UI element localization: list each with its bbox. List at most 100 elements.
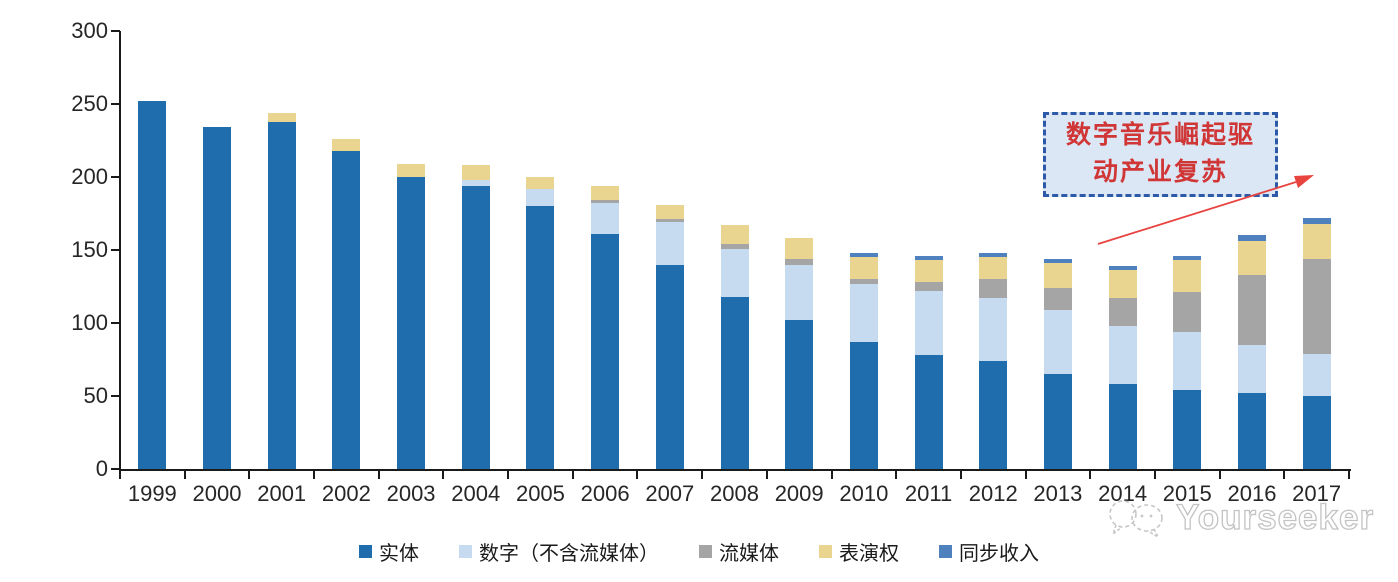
bar-segment xyxy=(785,258,814,265)
bar-segment xyxy=(655,222,684,265)
bar-segment xyxy=(979,279,1008,299)
x-axis-label: 2012 xyxy=(968,481,1018,506)
bar-segment xyxy=(720,296,749,469)
x-axis-label: 2017 xyxy=(1292,481,1342,506)
x-axis-tick xyxy=(1024,471,1027,479)
bar-segment xyxy=(1237,241,1266,275)
x-axis-label: 2007 xyxy=(645,481,695,506)
bar-segment xyxy=(914,290,943,356)
x-axis-tick xyxy=(959,471,962,479)
x-axis-tick xyxy=(1089,471,1092,479)
legend-swatch-icon xyxy=(459,545,472,558)
bar-segment xyxy=(526,188,555,207)
bar-segment xyxy=(785,238,814,259)
y-axis-tick-label: 200 xyxy=(71,164,108,189)
y-axis-tick xyxy=(111,176,120,178)
x-axis-tick xyxy=(1348,471,1350,479)
bar-segment xyxy=(849,283,878,342)
bar-segment xyxy=(397,177,426,469)
bar-segment xyxy=(849,279,878,284)
legend-label: 数字（不含流媒体） xyxy=(479,543,659,565)
bar-segment xyxy=(526,206,555,469)
x-axis-label: 2011 xyxy=(904,481,953,506)
bar-segment xyxy=(1302,396,1331,469)
bar-segment xyxy=(1173,255,1202,261)
x-axis-label: 2000 xyxy=(192,481,242,506)
x-axis-tick xyxy=(377,471,380,479)
y-axis-tick xyxy=(111,103,120,105)
x-axis-tick xyxy=(636,471,639,479)
legend-item-0: 实体 xyxy=(359,537,419,566)
bar-segment xyxy=(655,204,684,220)
x-axis-label: 2008 xyxy=(710,481,759,506)
legend-label: 实体 xyxy=(379,543,419,565)
legend-item-3: 表演权 xyxy=(819,537,899,566)
legend: 实体 数字（不含流媒体） 流媒体 表演权 同步收入 xyxy=(0,537,1398,566)
bar-segment xyxy=(979,252,1008,258)
bar-segment xyxy=(1237,344,1266,394)
x-axis-label: 2009 xyxy=(774,481,824,506)
bar-segment xyxy=(720,244,749,249)
x-axis-tick xyxy=(895,471,898,479)
x-axis-tick xyxy=(248,471,251,479)
x-axis-tick xyxy=(1283,471,1286,479)
bar-segment xyxy=(461,165,490,180)
y-axis-tick-label: 50 xyxy=(83,383,108,408)
bar-segment xyxy=(1108,384,1137,469)
y-axis-tick-label: 300 xyxy=(71,18,108,43)
legend-label: 表演权 xyxy=(839,543,899,565)
legend-label: 同步收入 xyxy=(959,543,1039,565)
bar-segment xyxy=(1302,223,1331,259)
bar-segment xyxy=(1302,353,1331,396)
x-axis-tick xyxy=(507,471,510,479)
x-axis-label: 2002 xyxy=(321,481,371,506)
x-axis-tick xyxy=(442,471,445,479)
bar-segment xyxy=(591,203,620,234)
legend-swatch-icon xyxy=(939,545,952,558)
bar-segment xyxy=(461,185,490,469)
bar-segment xyxy=(461,179,490,186)
y-axis-tick-label: 100 xyxy=(71,310,108,335)
x-axis-label: 2006 xyxy=(580,481,630,506)
bar-segment xyxy=(655,219,684,223)
y-axis-tick-label: 150 xyxy=(71,237,108,262)
bar-segment xyxy=(979,360,1008,469)
bar-segment xyxy=(203,127,232,469)
watermark-text: Yourseeker xyxy=(1175,497,1375,537)
bar-segment xyxy=(1108,270,1137,299)
x-axis-label: 2001 xyxy=(257,481,307,506)
bar-segment xyxy=(785,320,814,469)
legend-item-1: 数字（不含流媒体） xyxy=(459,537,659,566)
bar-segment xyxy=(720,248,749,297)
bar-segment xyxy=(849,341,878,469)
bar-segment xyxy=(1173,260,1202,293)
y-axis-tick-label: 250 xyxy=(71,91,108,116)
x-axis-label: 2010 xyxy=(839,481,889,506)
annotation-text-line1: 数字音乐崛起驱 xyxy=(1065,122,1255,150)
y-axis-tick xyxy=(111,30,120,32)
x-axis-label: 2013 xyxy=(1033,481,1083,506)
bar-segment xyxy=(655,264,684,469)
x-axis-label: 2014 xyxy=(1098,481,1148,506)
legend-swatch-icon xyxy=(699,545,712,558)
bar-segment xyxy=(1043,374,1072,469)
bar-segment xyxy=(397,163,426,177)
watermark: Yourseeker xyxy=(1106,494,1374,542)
bar-segment xyxy=(1237,235,1266,242)
bar-segment xyxy=(1043,309,1072,375)
bar-segment xyxy=(1237,274,1266,345)
legend-item-2: 流媒体 xyxy=(699,537,779,566)
bar-segment xyxy=(591,200,620,204)
y-axis-tick xyxy=(111,468,120,470)
legend-label: 流媒体 xyxy=(719,543,779,565)
x-axis-label: 2005 xyxy=(515,481,565,506)
x-axis-tick xyxy=(701,471,704,479)
x-axis-label: 1999 xyxy=(127,481,177,506)
bar-segment xyxy=(591,233,620,469)
bar-segment xyxy=(1173,390,1202,469)
y-axis-line xyxy=(119,31,121,471)
x-axis-tick xyxy=(765,471,768,479)
x-axis-tick xyxy=(830,471,833,479)
bar-segment xyxy=(914,282,943,291)
